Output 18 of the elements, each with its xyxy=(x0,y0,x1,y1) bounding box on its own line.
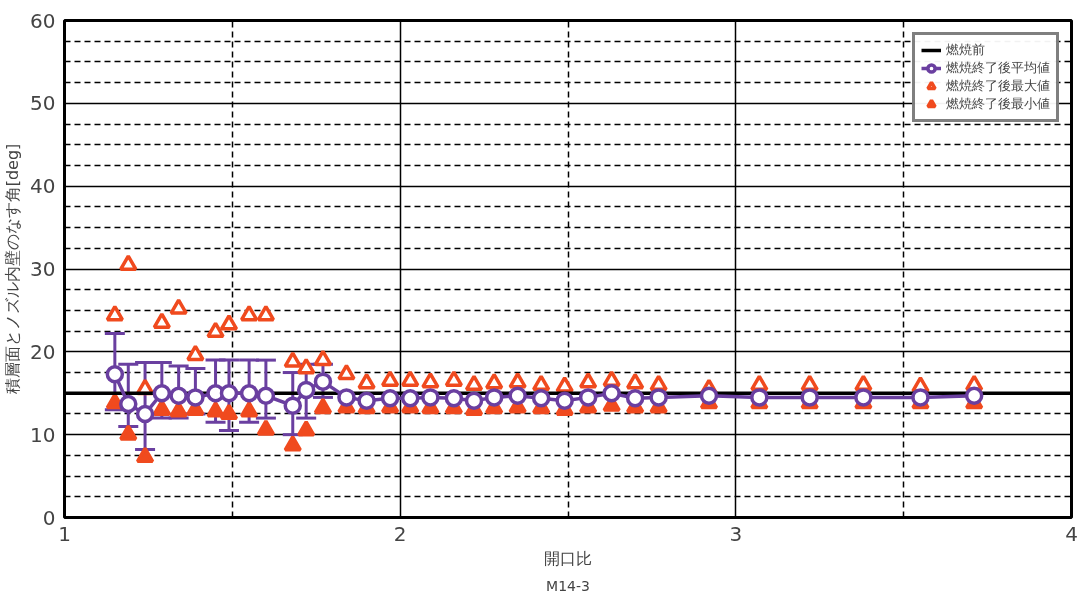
text: M14-3 xyxy=(546,577,590,594)
legend-label: 燃焼終了後最小値 xyxy=(946,95,1050,113)
y-tick-label: 0 xyxy=(42,505,56,530)
x-axis-title: 開口比 xyxy=(544,548,592,568)
y-tick-label: 60 xyxy=(30,8,56,33)
x-tick-label: 1 xyxy=(58,521,71,546)
y-tick-label: 10 xyxy=(30,422,56,447)
legend-label: 燃焼前 xyxy=(946,41,985,59)
y-tick-label: 50 xyxy=(30,91,56,116)
x-tick-label: 3 xyxy=(729,521,743,546)
legend-label: 燃焼終了後最大値 xyxy=(946,77,1050,95)
y-tick-label: 40 xyxy=(30,174,56,199)
x-tick-label: 2 xyxy=(393,521,407,546)
x-tick-label: 4 xyxy=(1065,521,1078,546)
y-tick-label: 20 xyxy=(30,339,56,364)
y-tick-label: 30 xyxy=(30,257,56,281)
y-axis-title: 積層面とノズル内壁のなす角[deg] xyxy=(3,143,23,395)
legend-label: 燃焼終了後平均値 xyxy=(946,59,1050,77)
